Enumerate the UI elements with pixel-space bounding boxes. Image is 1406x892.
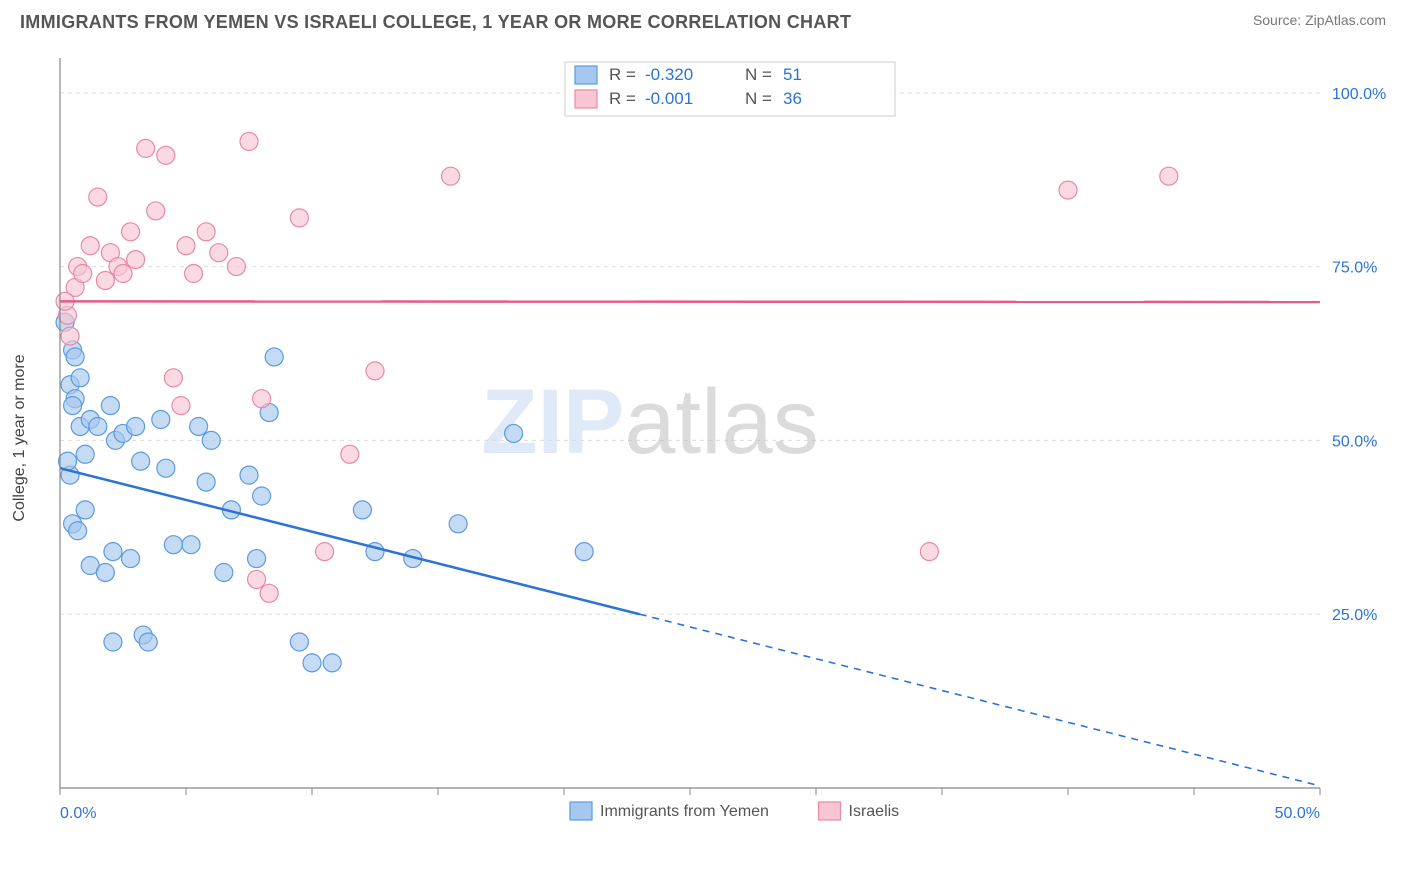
data-point <box>137 139 155 157</box>
data-point <box>147 202 165 220</box>
data-point <box>505 424 523 442</box>
correlation-chart: 25.0% 50.0% 75.0% 100.0% ZIPatlas 0.0% 50.0% R … <box>50 48 1390 828</box>
data-point <box>202 431 220 449</box>
series-legend-label: Immigrants from Yemen <box>600 803 769 820</box>
x-tick-label: 0.0% <box>60 805 96 822</box>
series-legend-swatch <box>819 802 841 820</box>
data-point <box>341 445 359 463</box>
data-point <box>248 550 266 568</box>
data-point <box>152 411 170 429</box>
x-tick-label: 50.0% <box>1275 805 1320 822</box>
data-point <box>172 397 190 415</box>
data-point <box>260 584 278 602</box>
legend-n-value: 36 <box>783 89 802 108</box>
trend-line-extension <box>640 614 1320 786</box>
data-point <box>157 146 175 164</box>
y-tick-label: 50.0% <box>1332 433 1377 450</box>
data-point <box>442 167 460 185</box>
legend-r-label: R = <box>609 89 636 108</box>
data-point <box>69 522 87 540</box>
data-point <box>449 515 467 533</box>
watermark: ZIPatlas <box>481 371 818 473</box>
data-point <box>366 362 384 380</box>
data-point <box>157 459 175 477</box>
data-point <box>101 397 119 415</box>
data-point <box>182 536 200 554</box>
legend-swatch <box>575 66 597 84</box>
data-point <box>210 244 228 262</box>
data-point <box>1059 181 1077 199</box>
data-point <box>96 271 114 289</box>
data-point <box>89 417 107 435</box>
data-point <box>76 501 94 519</box>
data-point <box>240 132 258 150</box>
chart-header: IMMIGRANTS FROM YEMEN VS ISRAELI COLLEGE… <box>0 0 1406 37</box>
data-point <box>66 348 84 366</box>
data-point <box>290 209 308 227</box>
data-point <box>575 543 593 561</box>
data-point <box>122 550 140 568</box>
data-point <box>96 563 114 581</box>
data-point <box>253 390 271 408</box>
legend-r-value: -0.001 <box>645 89 693 108</box>
data-point <box>127 417 145 435</box>
legend-n-value: 51 <box>783 65 802 84</box>
y-tick-label: 25.0% <box>1332 607 1377 624</box>
legend-r-label: R = <box>609 65 636 84</box>
data-point <box>104 543 122 561</box>
data-point <box>920 543 938 561</box>
chart-title: IMMIGRANTS FROM YEMEN VS ISRAELI COLLEGE… <box>20 12 851 33</box>
data-point <box>316 543 334 561</box>
data-point <box>71 369 89 387</box>
data-point <box>353 501 371 519</box>
data-point <box>215 563 233 581</box>
data-point <box>164 536 182 554</box>
data-point <box>139 633 157 651</box>
data-point <box>197 223 215 241</box>
data-point <box>104 633 122 651</box>
data-point <box>253 487 271 505</box>
trend-line <box>60 301 1320 302</box>
data-point <box>290 633 308 651</box>
data-point <box>89 188 107 206</box>
data-point <box>127 251 145 269</box>
data-point <box>177 237 195 255</box>
data-point <box>190 417 208 435</box>
data-point <box>1160 167 1178 185</box>
data-point <box>61 327 79 345</box>
trend-line <box>60 468 640 614</box>
y-axis-label: College, 1 year or more <box>11 354 29 521</box>
chart-container: College, 1 year or more 25.0%50.0%75.0%1… <box>50 48 1390 828</box>
data-point <box>164 369 182 387</box>
data-point <box>74 265 92 283</box>
series-legend-label: Israelis <box>849 803 900 820</box>
data-point <box>227 258 245 276</box>
data-point <box>122 223 140 241</box>
data-point <box>114 265 132 283</box>
chart-source: Source: ZipAtlas.com <box>1253 12 1386 28</box>
legend-r-value: -0.320 <box>645 65 693 84</box>
data-point <box>197 473 215 491</box>
data-point <box>64 397 82 415</box>
data-point <box>248 570 266 588</box>
data-point <box>265 348 283 366</box>
data-point <box>240 466 258 484</box>
legend-n-label: N = <box>745 65 772 84</box>
data-point <box>81 237 99 255</box>
series-legend-swatch <box>570 802 592 820</box>
data-point <box>76 445 94 463</box>
y-tick-label: 100.0% <box>1332 86 1386 103</box>
y-tick-label: 75.0% <box>1332 260 1377 277</box>
data-point <box>185 265 203 283</box>
legend-swatch <box>575 90 597 108</box>
data-point <box>323 654 341 672</box>
legend-n-label: N = <box>745 89 772 108</box>
data-point <box>132 452 150 470</box>
data-point <box>303 654 321 672</box>
